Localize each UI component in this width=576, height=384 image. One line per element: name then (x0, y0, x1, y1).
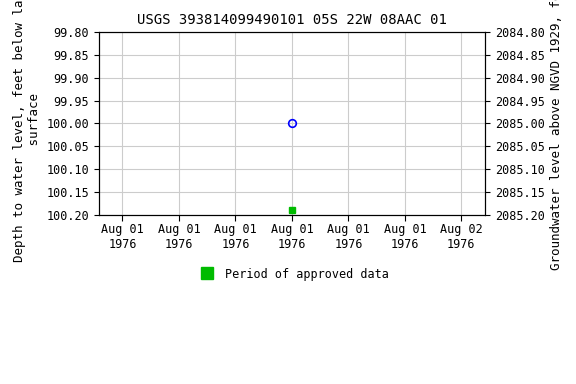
Y-axis label: Depth to water level, feet below land
 surface: Depth to water level, feet below land su… (13, 0, 41, 262)
Title: USGS 393814099490101 05S 22W 08AAC 01: USGS 393814099490101 05S 22W 08AAC 01 (137, 13, 447, 27)
Legend: Period of approved data: Period of approved data (191, 263, 393, 285)
Y-axis label: Groundwater level above NGVD 1929, feet: Groundwater level above NGVD 1929, feet (550, 0, 563, 270)
